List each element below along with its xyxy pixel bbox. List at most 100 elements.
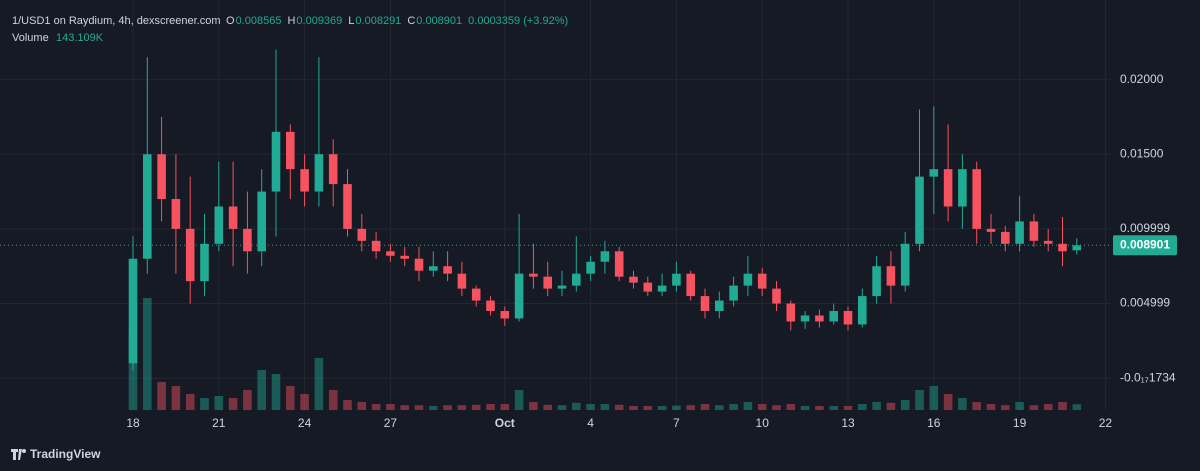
candle-body	[829, 311, 838, 322]
candle-body	[300, 169, 309, 192]
candle-body	[572, 273, 581, 286]
ohlc-key: O	[226, 15, 235, 27]
volume-bar	[271, 374, 281, 410]
candle-body	[543, 276, 552, 289]
ohlc-legend: O 0.008565 H 0.009369 L 0.008291 C 0.008901 0.00…	[226, 15, 568, 27]
volume-bar	[1072, 404, 1082, 410]
candle-body	[200, 243, 209, 282]
x-tick-label: Oct	[495, 416, 515, 430]
y-tick-label: 0.009999	[1120, 221, 1170, 235]
volume-bar	[715, 405, 724, 410]
plot	[128, 49, 1082, 410]
candle-body	[414, 258, 424, 271]
volume-bar	[214, 396, 224, 410]
candle-body	[400, 255, 409, 259]
change: 0.0003359 (+3.92%)	[468, 15, 568, 27]
volume-bar	[586, 404, 595, 410]
candle-body	[915, 176, 924, 244]
volume-bar	[529, 402, 538, 410]
candle-body	[943, 169, 953, 207]
candle-body	[929, 169, 939, 177]
candle-body	[171, 199, 181, 229]
candle-body	[343, 184, 352, 229]
volume-bar	[1043, 404, 1053, 410]
y-tick-label: 0.02000	[1120, 72, 1164, 86]
volume-bar	[600, 404, 610, 410]
candle-body	[672, 273, 681, 286]
volume-bar	[815, 406, 824, 410]
volume-bar	[672, 405, 681, 410]
candle-body	[529, 273, 538, 277]
candle-body	[486, 300, 495, 312]
candle-body	[271, 131, 281, 192]
volume-bar	[858, 404, 867, 410]
candle-body	[457, 273, 467, 289]
candle-body	[815, 315, 824, 322]
volume-bar	[457, 405, 467, 410]
volume-bar	[872, 402, 881, 410]
volume-bar	[614, 404, 624, 410]
candle-body	[800, 315, 810, 322]
volume-bar	[843, 406, 853, 410]
x-tick-label: 18	[126, 416, 140, 430]
volume-bar	[471, 404, 481, 410]
last-price-label: 0.008901	[1120, 237, 1170, 251]
candle-body	[157, 154, 166, 200]
candle-body	[600, 251, 610, 262]
volume-bar	[157, 382, 166, 410]
volume-bar	[900, 400, 910, 410]
volume-bar	[686, 405, 695, 410]
volume-bar	[557, 405, 567, 410]
candle-body	[786, 303, 796, 322]
x-tick-label: 21	[212, 416, 226, 430]
candle-body	[843, 311, 853, 325]
candle-body	[314, 154, 324, 192]
x-tick-label: 19	[1013, 416, 1027, 430]
candle-body	[1058, 243, 1067, 252]
volume-bar	[943, 394, 953, 410]
volume-bar	[1058, 402, 1067, 410]
x-tick-label: 4	[587, 416, 594, 430]
candle-body	[185, 228, 195, 282]
volume-bar	[171, 386, 181, 410]
volume-bar	[929, 386, 939, 410]
y-tick-label: 0.01500	[1120, 146, 1164, 160]
volume-value: 143.109K	[56, 32, 104, 44]
brand-logo	[11, 449, 26, 460]
candle-body	[128, 258, 138, 364]
volume-bar	[429, 406, 438, 410]
x-tick-label: 27	[384, 416, 398, 430]
volume-bar	[1015, 402, 1024, 410]
volume-bar	[500, 404, 510, 410]
x-tick-label: 10	[756, 416, 770, 430]
volume-bar	[314, 358, 324, 410]
candle-body	[872, 266, 881, 297]
volume-bar	[700, 404, 710, 410]
last-price-box	[1113, 235, 1177, 256]
volume-bar	[757, 404, 767, 410]
x-tick-label: 16	[927, 416, 941, 430]
volume-bar	[915, 390, 924, 410]
volume-bar	[257, 370, 266, 410]
candle-body	[357, 228, 367, 241]
candle-body	[371, 240, 381, 252]
ohlc-key: L	[348, 15, 354, 27]
candle-body	[858, 296, 867, 325]
volume-bar	[185, 394, 195, 410]
candle-body	[557, 285, 567, 289]
volume-bar	[486, 404, 495, 410]
candle-body	[1029, 221, 1039, 241]
volume-bar	[371, 404, 381, 410]
volume-bar	[729, 404, 738, 410]
candle-body	[1043, 240, 1053, 244]
candle-body	[514, 273, 524, 319]
candle-body	[471, 288, 481, 301]
volume-bar	[786, 404, 796, 410]
ohlc-key: C	[407, 15, 415, 27]
candle-body	[1001, 231, 1010, 244]
candle-body	[586, 261, 595, 274]
candle-body	[715, 300, 724, 312]
volume-bar	[443, 405, 452, 410]
volume-bar	[286, 386, 295, 410]
